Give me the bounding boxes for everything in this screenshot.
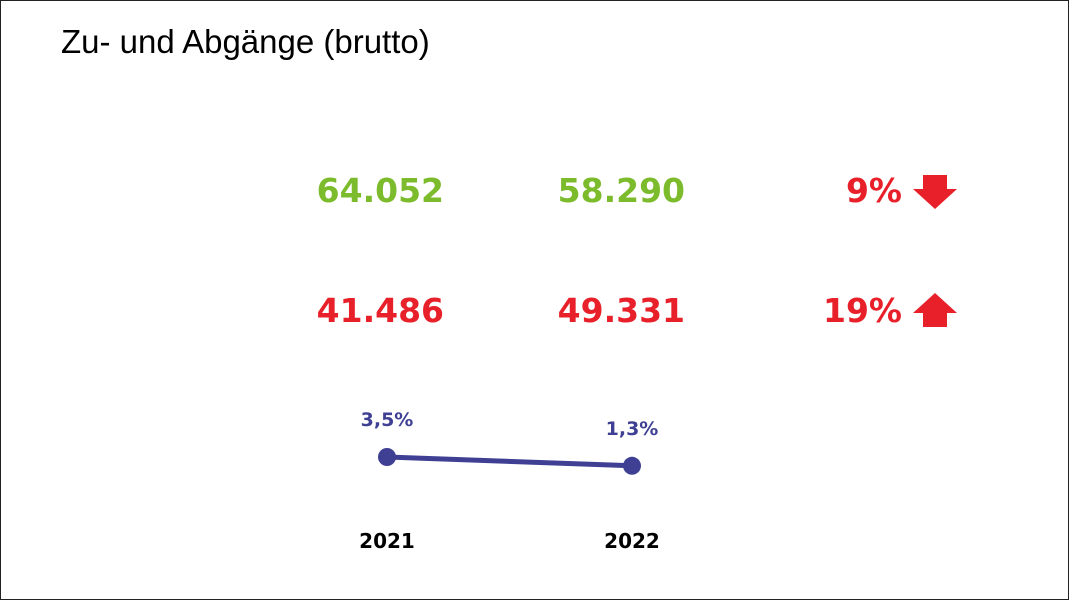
value-2021-row1: 64.052 bbox=[316, 171, 444, 210]
slide-title: Zu- und Abgänge (brutto) bbox=[61, 23, 430, 60]
change-row2: 19% bbox=[823, 291, 902, 330]
value-2022-row2: 49.331 bbox=[557, 291, 685, 330]
data-point-2021 bbox=[378, 448, 396, 466]
year-label-2022: 2022 bbox=[604, 529, 660, 553]
data-label-2021: 3,5% bbox=[360, 409, 414, 431]
value-2022-row1: 58.290 bbox=[557, 171, 685, 210]
year-label-2021: 2021 bbox=[359, 529, 415, 553]
change-row1: 9% bbox=[845, 171, 902, 210]
data-point-2022 bbox=[623, 456, 641, 475]
value-2021-row2: 41.486 bbox=[316, 291, 444, 330]
arrow-up-icon bbox=[913, 293, 957, 327]
arrow-down-icon bbox=[913, 175, 957, 209]
data-label-2022: 1,3% bbox=[605, 417, 659, 440]
series-line bbox=[384, 454, 635, 469]
